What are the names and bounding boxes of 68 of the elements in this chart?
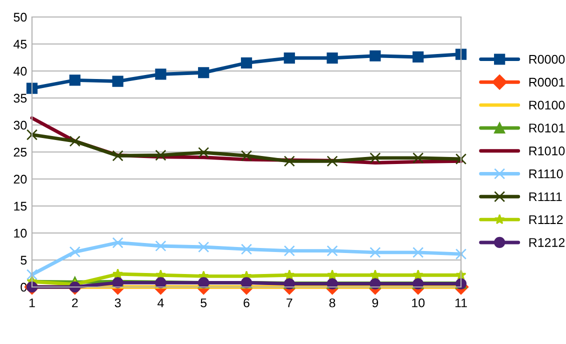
x-tick-label: 4 [158,298,164,308]
y-tick-label: 35 [14,94,27,103]
x-tick-label: 5 [200,298,207,308]
point [326,245,338,256]
point [326,52,338,64]
y-tick-label: 30 [14,120,27,130]
point [455,248,467,260]
y-tick-label: 50 [14,12,27,22]
point [326,156,338,167]
point [112,150,124,162]
point [69,74,80,86]
x-tick-label: 10 [412,298,425,308]
point [155,240,166,252]
x-tick-label: 3 [114,298,121,308]
point [240,57,252,68]
point [240,244,252,255]
legend-label: R1212 [529,238,565,247]
point [412,152,424,164]
x-tick-label: 2 [72,298,78,308]
point [370,50,381,62]
point [370,270,381,280]
point [112,237,124,248]
y-tick-label: 45 [14,40,27,49]
legend-label: R1112 [529,215,563,224]
point [112,76,124,87]
y-tick-label: 40 [14,66,27,76]
point [26,269,38,280]
point [26,129,38,140]
point [284,156,295,167]
x-tick-label: 9 [372,298,378,308]
point [455,153,467,165]
point [455,48,467,60]
y-tick-label: 20 [14,174,27,184]
x-tick-label: 11 [455,298,467,308]
point [198,67,210,78]
legend-label: R0101 [529,124,565,132]
point [284,270,295,280]
y-tick-label: 25 [14,148,27,157]
point [412,270,424,280]
point [370,152,381,164]
point [26,82,38,94]
x-tick-label: 7 [286,298,292,308]
point [370,246,381,258]
point [284,245,295,256]
x-tick-label: 8 [329,298,336,308]
legend-label: R1111 [529,192,562,202]
point [69,136,80,147]
point [412,51,424,63]
legend-label: R1110 [529,169,563,178]
point [284,52,295,64]
point [240,150,252,162]
point [198,146,210,158]
legend-label: R0001 [529,78,565,87]
legend-label: R0100 [529,100,565,110]
y-tick-label: 5 [20,256,27,265]
legend-label: R0000 [529,54,565,64]
y-tick-label: 10 [14,228,27,238]
y-tick-label: 15 [14,202,27,211]
point [69,246,80,258]
point [412,246,424,258]
point [155,68,166,80]
x-tick-label: 6 [244,298,250,308]
point [155,150,166,161]
legend-label: R1010 [529,146,565,156]
point [326,270,338,280]
x-tick-label: 1 [29,298,35,308]
point [198,241,210,253]
point [112,268,124,279]
